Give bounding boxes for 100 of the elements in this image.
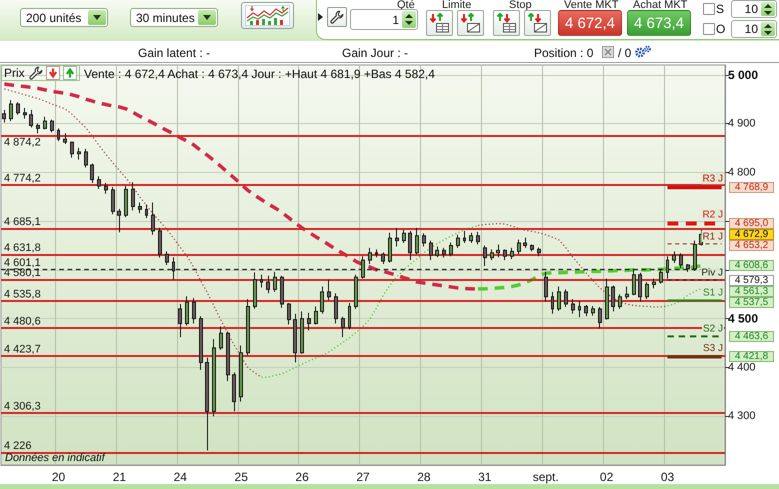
candlestick (402, 229, 406, 244)
text: 4 672,9 (729, 229, 774, 240)
x-tick-label: 02 (600, 470, 614, 484)
x-tick-label: 26 (295, 470, 310, 484)
y-tick-label: 4 300 (728, 410, 756, 422)
candlestick (117, 208, 121, 233)
x-tick-label: 28 (417, 470, 431, 484)
candlestick (368, 247, 372, 265)
candlestick (564, 288, 568, 308)
ref-line-label: 4 306,3 (4, 400, 41, 413)
text: O (716, 22, 726, 36)
candlestick (469, 232, 473, 244)
candlestick (158, 227, 162, 258)
candlestick (104, 182, 108, 194)
text: Achat MKT (633, 0, 688, 11)
ref-line-label: 4 631,8 (4, 242, 41, 254)
candlestick (260, 274, 263, 288)
x-tick-label: 21 (112, 470, 126, 484)
candlestick (517, 239, 521, 255)
candlestick (618, 294, 622, 310)
candlestick (57, 128, 60, 142)
candlestick (625, 286, 629, 300)
candlestick (29, 109, 33, 128)
candlestick (138, 202, 142, 214)
candlestick (63, 132, 67, 145)
text: Gain latent : - (138, 46, 210, 60)
candlestick (645, 282, 649, 300)
candlestick (145, 204, 148, 219)
candlestick (578, 300, 581, 318)
candlestick (205, 357, 209, 451)
candlestick (490, 248, 494, 261)
candlestick (43, 116, 47, 130)
text: / 0 (618, 46, 632, 60)
candlestick (219, 326, 223, 350)
data-label: 4 653,2 (729, 240, 774, 251)
candlestick (571, 298, 575, 314)
candlestick (652, 278, 656, 289)
candlestick (381, 252, 385, 265)
data-label: 4 421,8 (729, 351, 774, 362)
candlestick (341, 316, 345, 338)
candlestick (90, 163, 94, 184)
ref-line-label: 4 685,1 (4, 216, 41, 228)
series-label: R1 J (702, 231, 724, 242)
series-label: R3 J (702, 174, 724, 185)
button: 4 672,4 (558, 10, 622, 36)
annotation: Prix (4, 66, 25, 80)
candlestick (476, 231, 480, 246)
candlestick (212, 338, 216, 417)
candlestick (584, 304, 588, 317)
dropdown: 30 minutes (130, 8, 218, 27)
candlestick (483, 244, 487, 266)
ref-line-label: 4 423,7 (4, 343, 41, 356)
candlestick (192, 298, 196, 324)
candlestick (50, 119, 54, 133)
x-tick-label: sept. (532, 470, 559, 484)
candlestick (422, 232, 426, 247)
candlestick (77, 147, 81, 160)
candlestick (327, 279, 331, 301)
candlestick (151, 202, 155, 236)
ref-line-label: 4 874,2 (4, 136, 41, 149)
x-tick-label: 20 (52, 470, 66, 484)
y-tick-label: 4 800 (728, 166, 756, 178)
candlestick (307, 312, 311, 331)
annotation: Données en indicatif (5, 452, 105, 464)
candlestick (591, 305, 595, 316)
series-label: S1 J (703, 287, 724, 298)
series-label: S2 J (703, 323, 724, 334)
data-label: 4 695,0 (729, 218, 774, 229)
candlestick (70, 142, 74, 158)
y-tick-label: 4 400 (728, 361, 756, 374)
candlestick (388, 232, 392, 264)
candlestick (131, 182, 135, 211)
candlestick (395, 227, 399, 247)
candlestick (449, 242, 453, 257)
candlestick (415, 227, 419, 255)
candlestick (429, 240, 433, 261)
candlestick (496, 244, 500, 258)
text: Qté (397, 0, 415, 11)
candlestick (375, 248, 378, 258)
candlestick (598, 306, 602, 329)
candlestick (456, 234, 460, 248)
ref-line-label: 4 774,2 (4, 172, 41, 184)
candlestick (178, 304, 182, 338)
x-tick-label: 24 (174, 470, 188, 484)
candlestick (463, 230, 466, 244)
ref-line-label: 4 601,1 (4, 256, 41, 269)
x-tick-label: 03 (660, 470, 674, 484)
candlestick (23, 107, 27, 120)
candlestick (280, 275, 284, 308)
candlestick (273, 271, 277, 292)
series-label: Piv J (701, 267, 724, 278)
y-tick-label: 4 900 (728, 118, 756, 130)
text: Position : 0 (534, 46, 594, 60)
candlestick (16, 102, 20, 116)
annotation: Vente : 4 672,4 Achat : 4 673,4 Jour : +Haut 4 681,9 +Bas 4 582,4 (84, 67, 435, 81)
y-tick-label: 5 000 (728, 68, 758, 82)
text: Vente MKT (564, 0, 618, 11)
candlestick (300, 310, 304, 354)
candlestick (2, 109, 6, 124)
candlestick (679, 252, 683, 268)
